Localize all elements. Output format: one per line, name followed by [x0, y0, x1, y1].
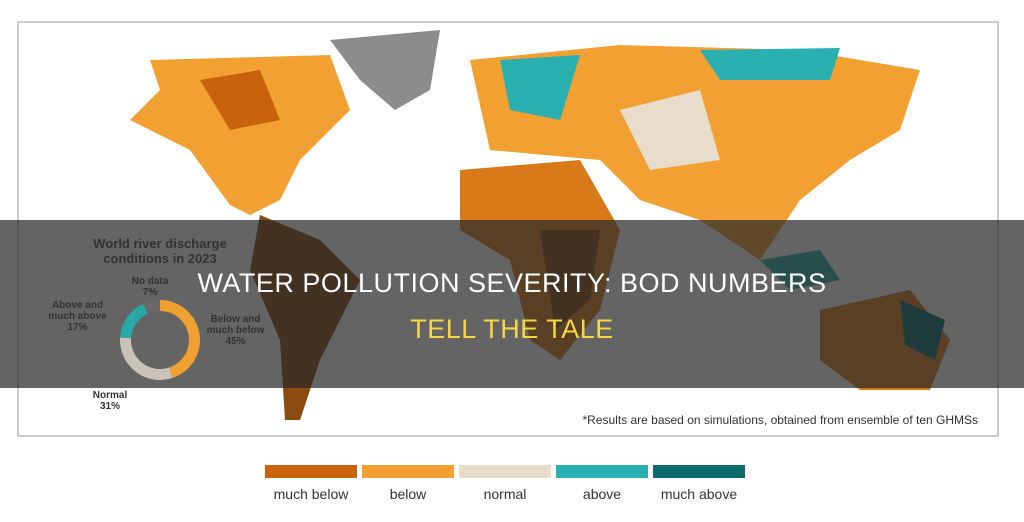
legend-label: much below: [273, 486, 349, 502]
category: Normal: [92, 390, 128, 401]
legend-label: above: [582, 486, 622, 502]
legend-label: much above: [660, 486, 738, 502]
central-asia: [620, 90, 720, 170]
legend-swatch: [265, 465, 357, 478]
value-label: 7%: [142, 287, 158, 298]
donut-slice: [120, 337, 173, 380]
category: Above and much above: [48, 300, 107, 322]
footnote: *Results are based on simulations, obtai…: [582, 413, 978, 427]
legend-swatch: [653, 465, 745, 478]
legend-swatch: [459, 465, 551, 478]
europe-north: [500, 55, 580, 120]
banner-subtitle: TELL THE TALE: [410, 314, 614, 344]
legend-label: normal: [483, 486, 527, 502]
donut-label: Normal 31%: [80, 390, 140, 412]
category: No data: [131, 276, 169, 287]
greenland: [330, 30, 440, 110]
donut-slice: [160, 300, 200, 379]
value-label: 45%: [225, 336, 246, 347]
legend-swatch: [556, 465, 648, 478]
siberia: [700, 48, 840, 80]
north-america: [130, 55, 350, 215]
legend-swatch: [362, 465, 454, 478]
donut-label: Below and much below 45%: [198, 314, 273, 347]
value-label: 17%: [67, 322, 88, 333]
donut-label: No data 7%: [120, 276, 180, 298]
category: Below and much below: [206, 314, 265, 336]
banner-title: WATER POLLUTION SEVERITY: BOD NUMBERS: [197, 268, 827, 298]
donut-slice: [142, 300, 160, 314]
donut-title: World river discharge conditions in 2023: [93, 236, 227, 266]
canada-dark: [200, 70, 280, 130]
donut-slice: [120, 303, 148, 339]
legend-label: below: [389, 486, 427, 502]
value-label: 31%: [99, 401, 120, 412]
donut-label: Above and much above 17%: [40, 300, 115, 333]
